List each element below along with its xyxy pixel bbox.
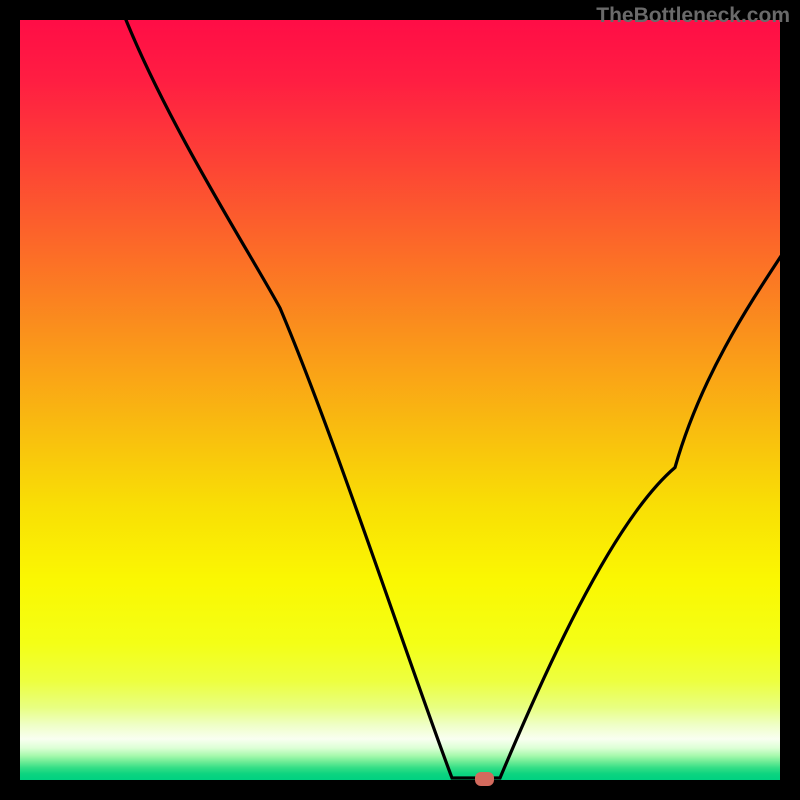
watermark-text: TheBottleneck.com bbox=[596, 4, 790, 28]
bottleneck-chart: TheBottleneck.com bbox=[0, 0, 800, 800]
bottleneck-curve bbox=[0, 0, 800, 800]
optimal-point-marker bbox=[475, 772, 494, 786]
